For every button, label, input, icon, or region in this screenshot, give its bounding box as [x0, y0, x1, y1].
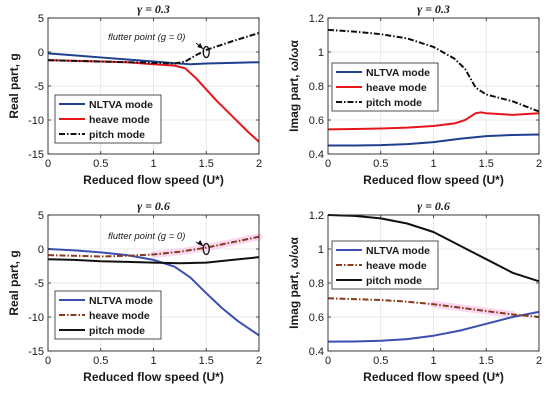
y-tick-label: 0.6 — [309, 312, 324, 324]
x-tick-label: 1.5 — [199, 355, 214, 367]
annotation-text: flutter point (g = 0) — [108, 231, 185, 242]
x-axis-label: Reduced flow speed (U*) — [83, 173, 224, 187]
flutter-point-marker — [202, 242, 210, 256]
x-tick-label: 2 — [256, 355, 262, 367]
x-axis-label: Reduced flow speed (U*) — [363, 370, 504, 384]
x-tick-label: 0.5 — [373, 355, 388, 367]
series-line-nltva-mode — [327, 310, 540, 343]
chart-title: γ = 0.3 — [137, 2, 170, 16]
chart-title: γ = 0.6 — [137, 199, 170, 213]
y-tick-label: 0 — [38, 47, 44, 59]
series-line-heave-mode — [327, 297, 540, 318]
x-tick-label: 1 — [150, 158, 156, 170]
y-tick-label: -5 — [34, 81, 44, 93]
series-line-nltva-mode — [47, 248, 260, 337]
y-axis-label: Imag part, ω/ωα — [287, 237, 301, 329]
legend-label: pitch mode — [366, 275, 422, 287]
y-tick-label: 1 — [318, 244, 324, 256]
y-tick-label: 0.6 — [309, 115, 324, 127]
y-tick-label: -5 — [34, 278, 44, 290]
x-tick-label: 1 — [430, 158, 436, 170]
series-line-pitch-mode — [327, 28, 540, 113]
x-tick-label: 2 — [536, 355, 542, 367]
chart-title: γ = 0.6 — [417, 199, 450, 213]
x-tick-label: 1.5 — [199, 158, 214, 170]
x-tick-label: 1 — [430, 355, 436, 367]
chart-panel-4: 0 0.5 1 1.5 2 0.4 0.6 0.8 1 1.2 γ = 0.6 Reduced flo… — [287, 199, 542, 384]
series-line-nltva-mode — [328, 133, 540, 147]
y-tick-label: 0.8 — [309, 81, 324, 93]
x-tick-label: 2 — [256, 158, 262, 170]
x-tick-label: 1.5 — [479, 158, 494, 170]
annotation-text: flutter point (g = 0) — [108, 32, 185, 43]
annotation-arrowhead — [197, 43, 204, 49]
x-tick-label: 0.5 — [93, 158, 108, 170]
y-tick-label: 0 — [38, 244, 44, 256]
y-tick-label: 1.2 — [309, 210, 324, 222]
y-tick-label: 1 — [318, 47, 324, 59]
series-line-heave-mode — [47, 235, 260, 258]
y-axis-label: Imag part, ω/ωα — [287, 40, 301, 132]
x-tick-label: 0 — [325, 158, 331, 170]
x-tick-label: 0.5 — [373, 158, 388, 170]
chart-panel-2: 0 0.5 1 1.5 2 0.4 0.6 0.8 1 1.2 γ = 0.3 Reduced flo… — [287, 2, 542, 187]
x-tick-label: 1 — [150, 355, 156, 367]
legend-label: pitch mode — [89, 325, 145, 337]
legend-label: heave mode — [89, 114, 150, 126]
chart-panel-3: 0 0.5 1 1.5 2 -15 -10 -5 0 5 γ = 0.6 Reduced flow s… — [7, 199, 263, 384]
y-tick-label: -15 — [28, 346, 44, 358]
x-tick-label: 0 — [45, 355, 51, 367]
chart-title: γ = 0.3 — [417, 2, 450, 16]
legend-label: heave mode — [89, 310, 150, 322]
y-tick-label: 5 — [38, 210, 44, 222]
y-tick-label: 0.8 — [309, 278, 324, 290]
legend-label: NLTVA mode — [89, 99, 153, 111]
y-tick-label: 1.2 — [309, 13, 324, 25]
series-line-pitch-mode — [47, 256, 260, 265]
y-tick-label: 0.4 — [309, 149, 324, 161]
x-axis-label: Reduced flow speed (U*) — [363, 173, 504, 187]
series-line-pitch-mode — [47, 32, 260, 65]
legend-label: pitch mode — [366, 97, 422, 109]
x-axis-label: Reduced flow speed (U*) — [83, 370, 224, 384]
legend-label: heave mode — [366, 82, 427, 94]
annotation-arrowhead — [197, 240, 204, 246]
x-tick-label: 1.5 — [479, 355, 494, 367]
legend-label: NLTVA mode — [366, 67, 430, 79]
x-tick-label: 2 — [536, 158, 542, 170]
y-axis-label: Real part, g — [7, 250, 21, 315]
series-line-heave-mode — [327, 111, 540, 131]
y-tick-label: -10 — [28, 312, 44, 324]
legend-label: NLTVA mode — [366, 245, 430, 257]
y-tick-label: -15 — [28, 149, 44, 161]
y-tick-label: -10 — [28, 115, 44, 127]
legend-label: pitch mode — [89, 129, 145, 141]
series-line-pitch-mode — [327, 214, 540, 283]
flutter-point-marker — [202, 45, 210, 59]
y-tick-label: 0.4 — [309, 346, 324, 358]
y-axis-label: Real part, g — [7, 53, 21, 118]
x-tick-label: 0.5 — [93, 355, 108, 367]
chart-panel-1: 0 0.5 1 1.5 2 -15 -10 -5 0 5 γ = 0.3 Reduced flow s… — [7, 2, 262, 187]
legend-label: heave mode — [366, 260, 427, 272]
y-tick-label: 5 — [38, 13, 44, 25]
series-line-heave-mode — [47, 59, 260, 143]
x-tick-label: 0 — [325, 355, 331, 367]
x-tick-label: 0 — [45, 158, 51, 170]
legend-label: NLTVA mode — [89, 295, 153, 307]
